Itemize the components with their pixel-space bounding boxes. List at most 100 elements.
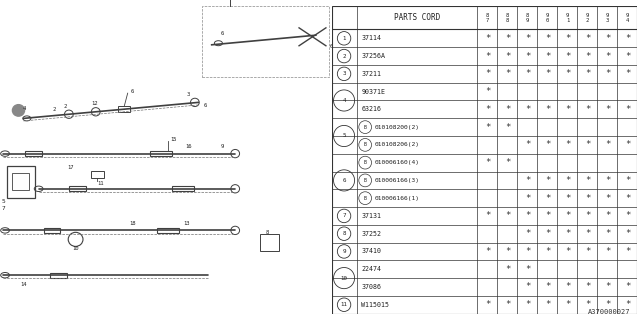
Text: *: * [525,176,530,185]
Text: *: * [564,105,570,114]
Text: *: * [605,194,610,203]
Text: 9
1: 9 1 [566,13,569,23]
Text: *: * [605,176,610,185]
Text: *: * [625,34,630,43]
Text: 63216: 63216 [361,106,381,112]
Text: *: * [505,52,510,60]
Text: *: * [545,247,550,256]
Text: 9: 9 [342,249,346,254]
Bar [44,228,60,233]
Text: *: * [545,140,550,149]
Text: *: * [625,212,630,220]
Text: *: * [505,105,510,114]
Text: *: * [505,34,510,43]
Text: *: * [585,300,590,309]
Text: *: * [525,212,530,220]
Text: PARTS CORD: PARTS CORD [394,13,440,22]
Text: 37114: 37114 [361,35,381,41]
Text: *: * [585,247,590,256]
Bar [12,173,29,190]
Text: *: * [564,140,570,149]
Text: *: * [505,247,510,256]
Text: 010006166(1): 010006166(1) [374,196,420,201]
Text: *: * [585,34,590,43]
Text: 14: 14 [20,282,27,287]
Text: *: * [564,52,570,60]
Text: 9
3: 9 3 [606,13,609,23]
Bar [6,166,35,198]
Text: *: * [545,300,550,309]
Text: 5: 5 [342,133,346,139]
Text: *: * [484,87,490,96]
Text: *: * [525,247,530,256]
Text: 90371E: 90371E [361,89,385,95]
Text: B: B [364,160,367,165]
Text: 6: 6 [131,89,134,94]
Text: *: * [564,212,570,220]
Text: *: * [525,283,530,292]
Bar [51,273,67,278]
Text: *: * [545,283,550,292]
Text: 11: 11 [340,302,348,307]
Text: *: * [525,105,530,114]
Text: 9
0: 9 0 [546,13,549,23]
Text: *: * [605,212,610,220]
Text: 16: 16 [185,144,191,149]
Text: 9: 9 [220,144,223,149]
Text: *: * [545,105,550,114]
Text: 15: 15 [170,137,176,142]
Text: B: B [364,142,367,148]
Text: *: * [605,283,610,292]
Text: 7: 7 [342,213,346,219]
Text: *: * [505,158,510,167]
Text: *: * [605,140,610,149]
Text: B: B [364,124,367,130]
Text: *: * [585,69,590,78]
Text: 37131: 37131 [361,213,381,219]
Text: 2: 2 [64,104,67,109]
Text: 22474: 22474 [361,266,381,272]
Text: *: * [564,247,570,256]
Text: 8
9: 8 9 [526,13,529,23]
Text: 8
8: 8 8 [506,13,509,23]
Text: W115015: W115015 [361,302,389,308]
Text: 010006160(4): 010006160(4) [374,160,420,165]
Text: *: * [564,194,570,203]
Text: 3: 3 [186,92,190,97]
Text: 8: 8 [342,231,346,236]
Text: 18: 18 [129,221,136,226]
Text: *: * [525,69,530,78]
Text: *: * [484,247,490,256]
Bar [157,228,179,233]
Text: *: * [505,265,510,274]
Text: *: * [605,105,610,114]
Text: *: * [484,300,490,309]
Text: 1: 1 [342,36,346,41]
Text: *: * [605,69,610,78]
Text: *: * [585,229,590,238]
Text: *: * [585,52,590,60]
Text: 5: 5 [1,199,5,204]
Text: *: * [545,69,550,78]
Text: 37211: 37211 [361,71,381,77]
Text: 8
7: 8 7 [486,13,489,23]
Text: *: * [564,34,570,43]
Bar [25,151,42,156]
Text: 010108206(2): 010108206(2) [374,142,420,148]
Text: *: * [625,283,630,292]
Text: *: * [605,52,610,60]
Text: 010006166(3): 010006166(3) [374,178,420,183]
Text: *: * [585,212,590,220]
Text: *: * [505,212,510,220]
Text: 11: 11 [97,180,104,186]
Text: 6: 6 [204,103,207,108]
Text: *: * [625,69,630,78]
Text: *: * [484,212,490,220]
Text: 3: 3 [342,71,346,76]
Text: A370000027: A370000027 [588,309,630,315]
Text: *: * [525,34,530,43]
Text: *: * [484,123,490,132]
Text: *: * [545,176,550,185]
Text: *: * [525,265,530,274]
Text: *: * [505,300,510,309]
